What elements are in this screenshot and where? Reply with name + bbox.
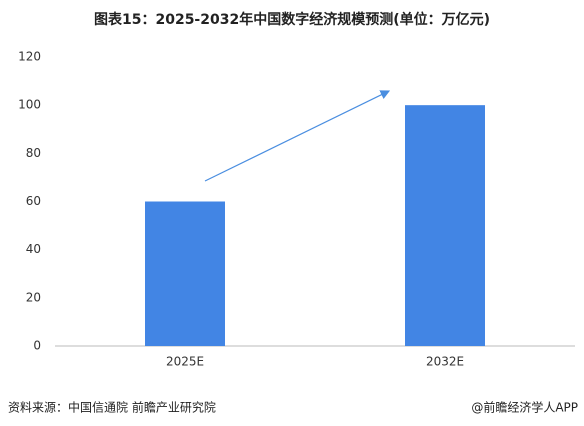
- x-tick-label: 2025E: [166, 355, 204, 369]
- y-tick-label: 40: [26, 242, 41, 256]
- x-tick-label: 2032E: [426, 355, 464, 369]
- chart-title: 图表15：2025-2032年中国数字经济规模预测(单位：万亿元): [94, 11, 490, 28]
- bar: [145, 201, 225, 346]
- trend-arrow: [204, 90, 391, 182]
- source-note: 资料来源：中国信通院 前瞻产业研究院: [8, 400, 216, 415]
- y-tick-label: 80: [26, 146, 41, 160]
- y-tick-label: 20: [26, 290, 41, 304]
- credit: @前瞻经济学人APP: [471, 400, 578, 415]
- y-tick-label: 120: [18, 50, 41, 64]
- y-tick-label: 100: [18, 98, 41, 112]
- y-tick-label: 60: [26, 194, 41, 208]
- bar: [405, 105, 485, 347]
- y-tick-label: 0: [33, 339, 41, 353]
